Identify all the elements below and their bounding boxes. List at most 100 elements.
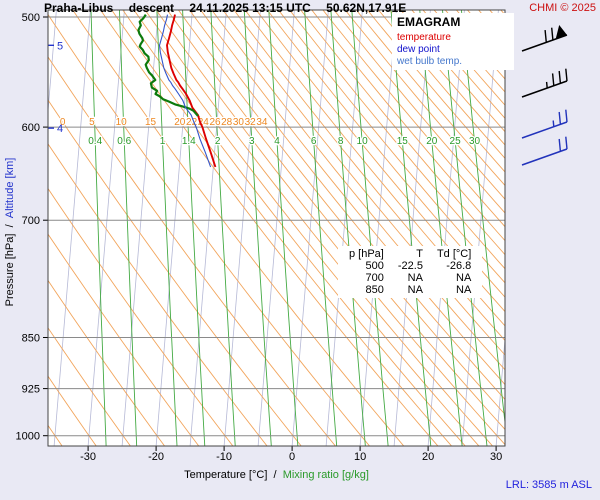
table-cell: NA	[407, 272, 423, 284]
title-bar: Praha-Libus descent 24.11.2025 13:15 UTC…	[44, 1, 418, 15]
table-header: Td [°C]	[436, 248, 472, 260]
temperature-tick-label: 30	[490, 451, 502, 463]
isotherm-line	[223, 10, 261, 446]
isotherm-line	[53, 10, 91, 446]
table-header: p [hPa]	[349, 248, 384, 260]
x-axis-title: Temperature [°C] / Mixing ratio [g/kg]	[48, 469, 505, 481]
table-row: 700 NA NA	[342, 272, 478, 284]
dry-adiabat-label: 15	[145, 117, 157, 128]
temperature-tick-label: 20	[422, 451, 434, 463]
datetime: 24.11.2025 13:15 UTC	[189, 1, 311, 15]
dry-adiabat-line	[400, 10, 505, 133]
dry-adiabat-line	[48, 13, 371, 446]
mixing-ratio-line	[119, 10, 138, 446]
table-cell: 700	[365, 272, 384, 284]
dry-adiabat-line	[277, 10, 505, 284]
mixing-ratio-label: 0.6	[117, 136, 131, 147]
mixing-ratio-label: 4	[274, 136, 280, 147]
dry-adiabat-line	[355, 10, 505, 187]
dew-point-curve	[137, 13, 199, 117]
temperature-tick-label: 10	[354, 451, 366, 463]
isotherm-line	[530, 10, 566, 446]
isotherm-line	[325, 10, 363, 446]
isotherm-line	[257, 10, 295, 446]
pressure-tick-label: 850	[22, 333, 40, 345]
dry-adiabat-line	[48, 187, 234, 446]
temperature-axis-label: Temperature [°C]	[184, 469, 268, 481]
legend: EMAGRAM temperature dew point wet bulb t…	[392, 13, 514, 70]
wind-barb	[521, 109, 568, 139]
dry-adiabat-line	[48, 375, 97, 446]
dry-adiabat-line	[122, 10, 466, 446]
temperature-curve	[166, 14, 217, 168]
dry-adiabat-line	[300, 10, 505, 256]
table-cell: NA	[456, 272, 472, 284]
isotherm-line	[359, 10, 397, 446]
table-cell: NA	[407, 284, 423, 296]
plot-frame	[47, 9, 506, 447]
dry-adiabat-line	[289, 10, 505, 270]
mixing-ratio-label: 3	[249, 136, 255, 147]
temperature-tick-label: 0	[289, 451, 295, 463]
isotherm-line	[564, 10, 600, 446]
mixing-ratio-line	[182, 10, 206, 446]
table-row: 850 NA NA	[342, 284, 478, 296]
dry-adiabat-label: 20	[174, 117, 186, 128]
station-name: Praha-Libus	[44, 1, 114, 15]
altitude-axis-label: Altitude [km]	[4, 157, 16, 219]
dry-adiabat-line	[333, 10, 505, 214]
dry-adiabat-line	[48, 279, 166, 446]
mixing-ratio-label: 2	[215, 136, 221, 147]
pressure-tick-label: 600	[22, 122, 40, 134]
legend-item-dew-point: dew point	[397, 44, 440, 55]
sounding-table: p [hPa] T Td [°C] 500 -22.5 -26.8 700 NA NA 850 NA…	[338, 246, 483, 298]
mixing-ratio-label: 8	[338, 136, 344, 147]
mixing-ratio-label: 15	[397, 136, 409, 147]
dry-adiabat-label: 32	[245, 117, 257, 128]
mixing-ratio-line	[90, 10, 107, 446]
mixing-ratio-label: 1.4	[182, 136, 196, 147]
altitude-tick-label: 4	[57, 123, 63, 135]
pressure-tick-label: 500	[22, 12, 40, 24]
isotherm-line	[48, 10, 57, 116]
altitude-tick-label: 5	[57, 40, 63, 52]
isotherm-line	[291, 10, 329, 446]
dry-adiabat-line	[322, 10, 505, 228]
isotherm-line	[393, 10, 431, 446]
table-cell: 850	[365, 284, 384, 296]
dry-adiabat-line	[378, 10, 505, 160]
isotherm-line	[427, 10, 465, 446]
mixing-ratio-label: 20	[426, 136, 438, 147]
lrl-label: LRL: 3585 m ASL	[505, 479, 592, 491]
dry-adiabat-line	[366, 10, 505, 173]
axis-separator-bottom: /	[273, 469, 277, 481]
dry-adiabat-line	[311, 10, 505, 242]
dry-adiabat-line	[266, 10, 505, 298]
y-axis-title: Pressure [hPa] / Altitude [km]	[4, 12, 20, 452]
dry-adiabat-line	[411, 10, 505, 119]
dry-adiabat-line	[389, 10, 505, 146]
temperature-tick-label: -30	[80, 451, 96, 463]
dry-adiabat-line	[344, 10, 505, 200]
wind-barb	[521, 136, 568, 166]
profile-type: descent	[128, 1, 175, 15]
mixing-ratio-label: 25	[450, 136, 462, 147]
dry-adiabat-line	[48, 56, 336, 446]
dry-adiabat-line	[255, 10, 505, 313]
wet-bulb-curve	[158, 14, 212, 168]
wind-barb	[521, 68, 568, 98]
pressure-tick-label: 1000	[16, 431, 40, 443]
dry-adiabat-line	[100, 10, 439, 446]
mixing-ratio-line	[210, 10, 236, 446]
dry-adiabat-label: 10	[116, 117, 128, 128]
legend-item-temperature: temperature	[397, 32, 451, 43]
table-cell: 500	[365, 260, 384, 272]
mixing-ratio-label: 6	[311, 136, 317, 147]
mixing-ratio-label: 1	[160, 136, 166, 147]
dry-adiabat-line	[48, 327, 131, 446]
dry-adiabat-label: 34	[256, 117, 268, 128]
pressure-tick-label: 925	[22, 384, 40, 396]
dry-adiabat-line	[72, 10, 405, 446]
mixing-ratio-label: 10	[357, 136, 369, 147]
